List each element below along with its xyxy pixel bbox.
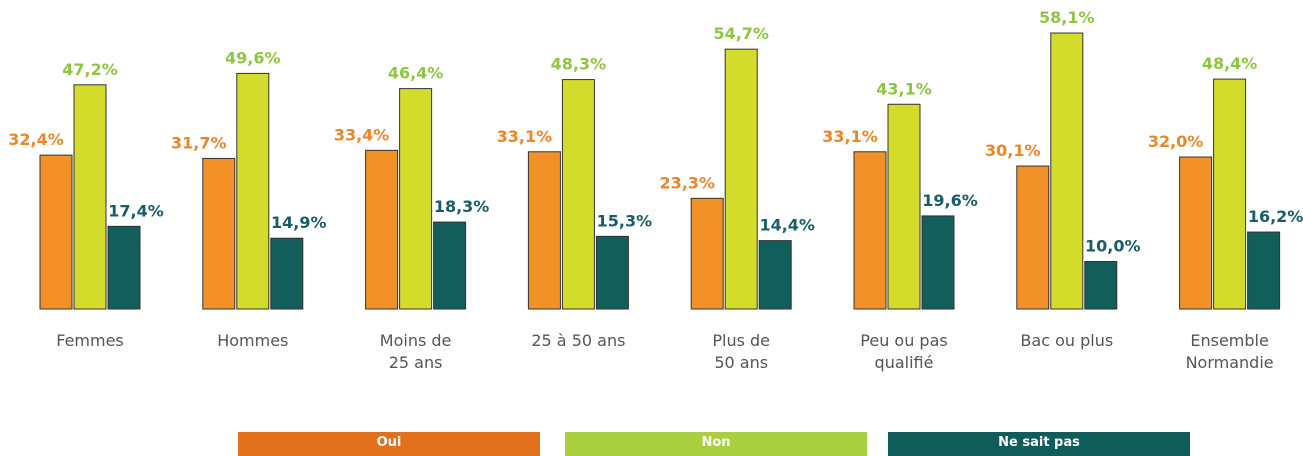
value-label: 14,4% xyxy=(759,216,815,235)
value-label: 10,0% xyxy=(1085,237,1141,256)
value-label: 49,6% xyxy=(225,48,281,67)
bar xyxy=(853,151,887,310)
value-label: 16,2% xyxy=(1248,207,1303,226)
bar xyxy=(887,103,921,310)
x-tick-label: Ensemble Normandie xyxy=(1185,331,1274,372)
value-label: 32,0% xyxy=(1148,132,1204,151)
bar xyxy=(724,48,758,310)
bar xyxy=(202,157,236,310)
x-tick-label: Moins de 25 ans xyxy=(379,331,452,372)
bar xyxy=(921,215,955,310)
bar xyxy=(1247,231,1281,310)
value-label: 46,4% xyxy=(388,64,444,83)
bar xyxy=(1179,156,1213,310)
bar xyxy=(39,154,73,310)
value-label: 23,3% xyxy=(659,173,715,192)
bar xyxy=(690,197,724,310)
value-label: 54,7% xyxy=(713,24,769,43)
bar xyxy=(595,235,629,310)
value-label: 33,4% xyxy=(334,125,390,144)
bar xyxy=(236,72,270,310)
bar xyxy=(73,84,107,310)
bar xyxy=(1050,32,1084,310)
x-tick-label: Bac ou plus xyxy=(1020,331,1114,350)
value-label: 47,2% xyxy=(62,60,118,79)
value-label: 48,4% xyxy=(1202,54,1258,73)
value-label: 48,3% xyxy=(551,55,607,74)
x-tick-label: Peu ou pas qualifié xyxy=(860,331,948,372)
bar xyxy=(399,88,433,310)
bar xyxy=(107,225,141,310)
value-label: 30,1% xyxy=(985,141,1041,160)
bar xyxy=(433,221,467,310)
value-label: 58,1% xyxy=(1039,8,1095,27)
bar xyxy=(561,79,595,310)
value-label: 19,6% xyxy=(922,191,978,210)
value-label: 43,1% xyxy=(876,79,932,98)
value-label: 33,1% xyxy=(497,127,553,146)
bar xyxy=(1213,78,1247,310)
bar xyxy=(527,151,561,310)
value-label: 18,3% xyxy=(434,197,490,216)
value-label: 15,3% xyxy=(597,211,653,230)
value-label: 17,4% xyxy=(108,201,164,220)
value-label: 31,7% xyxy=(171,133,227,152)
x-tick-label: Plus de 50 ans xyxy=(712,331,771,372)
legend-item: Oui xyxy=(238,432,540,456)
value-label: 32,4% xyxy=(8,130,64,149)
bar xyxy=(1084,261,1118,310)
value-label: 33,1% xyxy=(822,127,878,146)
legend-item: Ne sait pas xyxy=(888,432,1190,456)
x-tick-label: Femmes xyxy=(56,331,124,350)
x-tick-label: 25 à 50 ans xyxy=(531,331,626,350)
x-tick-label: Hommes xyxy=(217,331,289,350)
bar xyxy=(758,240,792,310)
legend-item: Non xyxy=(565,432,867,456)
value-label: 14,9% xyxy=(271,213,327,232)
bar xyxy=(270,237,304,310)
bar xyxy=(1016,165,1050,310)
bar xyxy=(365,149,399,310)
